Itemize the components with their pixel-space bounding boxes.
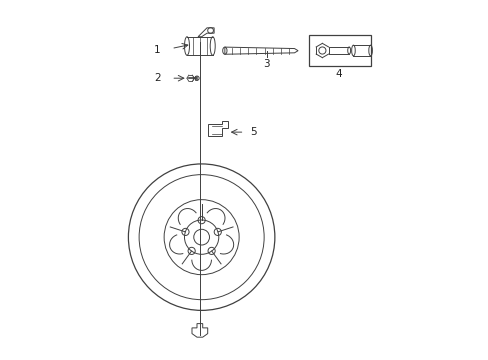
Text: 1: 1 (154, 45, 160, 55)
Bar (308, 35, 370, 66)
Text: 4: 4 (335, 68, 342, 78)
Text: 2: 2 (154, 73, 160, 83)
Text: 3: 3 (263, 59, 269, 69)
Text: 5: 5 (249, 127, 256, 137)
